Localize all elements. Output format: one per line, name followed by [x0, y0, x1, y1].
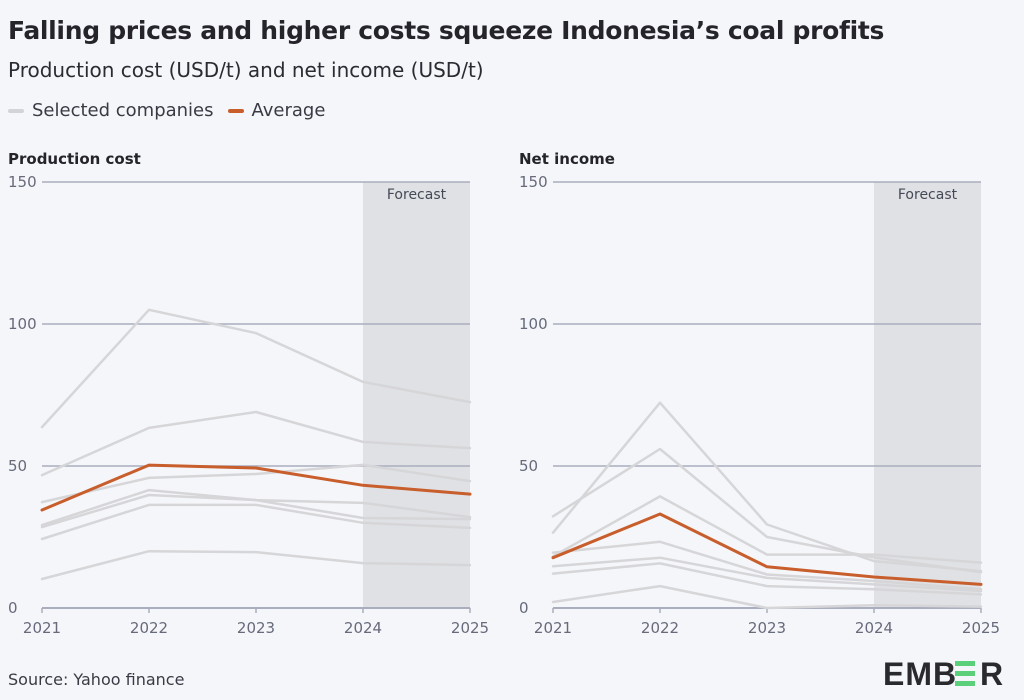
forecast-label: Forecast	[898, 187, 958, 203]
y-tick-label: 0	[519, 599, 529, 617]
series-line-company-2	[40, 410, 472, 477]
forecast-label: Forecast	[387, 187, 447, 203]
series-line-company-1	[40, 308, 472, 429]
legend-label-companies: Selected companies	[32, 100, 214, 121]
series-line-company-7	[40, 549, 472, 581]
forecast-region	[874, 182, 981, 608]
series-line-average	[551, 512, 983, 586]
series-line-company-3	[40, 463, 472, 504]
x-tick-label: 2022	[641, 619, 679, 637]
x-tick-label: 2024	[855, 619, 893, 637]
series-line-company-5	[551, 556, 983, 593]
series-line-company-1	[551, 401, 983, 573]
chart-title: Falling prices and higher costs squeeze …	[8, 16, 885, 45]
svg-text:R: R	[980, 656, 1003, 690]
x-tick-label: 2025	[451, 619, 489, 637]
legend: Selected companies Average	[8, 100, 325, 121]
series-line-average	[40, 463, 472, 512]
x-tick-label: 2021	[534, 619, 572, 637]
legend-label-average: Average	[251, 100, 326, 121]
series-line-company-3	[551, 495, 983, 564]
series-line-company-5	[40, 493, 472, 529]
y-tick-label: 100	[8, 315, 37, 333]
series-line-company-6	[40, 503, 472, 541]
panel-title: Net income	[519, 150, 615, 168]
y-tick-label: 50	[8, 457, 27, 475]
x-tick-label: 2025	[962, 619, 1000, 637]
ember-logo: EMB R	[883, 656, 1003, 690]
y-tick-label: 150	[8, 173, 37, 191]
svg-text:EMB: EMB	[883, 656, 957, 690]
legend-swatch-average	[227, 108, 244, 113]
legend-item-companies: Selected companies	[8, 100, 214, 121]
x-tick-label: 2023	[237, 619, 275, 637]
legend-swatch-companies	[8, 108, 24, 113]
x-tick-label: 2022	[130, 619, 168, 637]
x-tick-label: 2024	[344, 619, 382, 637]
series-line-company-4	[551, 540, 983, 591]
series-line-company-2	[551, 447, 983, 574]
series-line-company-7	[551, 584, 983, 610]
y-tick-label: 150	[519, 173, 548, 191]
y-tick-label: 0	[8, 599, 18, 617]
source-note: Source: Yahoo finance	[8, 670, 185, 689]
x-tick-label: 2021	[23, 619, 61, 637]
x-tick-label: 2023	[748, 619, 786, 637]
y-tick-label: 100	[519, 315, 548, 333]
legend-item-average: Average	[227, 100, 326, 121]
chart-subtitle: Production cost (USD/t) and net income (…	[8, 58, 484, 82]
forecast-region	[363, 182, 470, 608]
y-tick-label: 50	[519, 457, 538, 475]
series-line-company-6	[551, 562, 983, 596]
panel-title: Production cost	[8, 150, 141, 168]
